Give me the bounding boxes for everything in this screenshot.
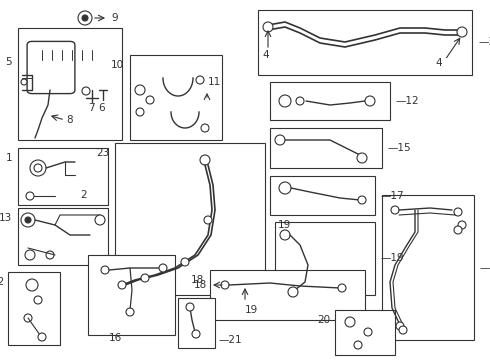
Bar [88, 255, 175, 335]
Ellipse shape [345, 317, 355, 327]
Ellipse shape [396, 322, 404, 330]
Text: 6: 6 [98, 103, 105, 113]
Ellipse shape [186, 303, 194, 311]
Ellipse shape [279, 95, 291, 107]
Ellipse shape [221, 281, 229, 289]
Ellipse shape [263, 22, 273, 32]
Ellipse shape [399, 326, 407, 334]
Ellipse shape [34, 296, 42, 304]
Ellipse shape [296, 97, 304, 105]
Ellipse shape [135, 85, 145, 95]
Bar [275, 222, 375, 295]
Ellipse shape [338, 284, 346, 292]
Bar [8, 272, 60, 345]
Text: 5: 5 [5, 57, 12, 67]
Ellipse shape [25, 217, 31, 223]
Bar [178, 298, 215, 348]
Ellipse shape [82, 15, 88, 21]
Ellipse shape [391, 206, 399, 214]
Text: 10: 10 [111, 60, 124, 70]
Ellipse shape [288, 287, 298, 297]
Bar [18, 28, 122, 140]
Text: 20: 20 [317, 315, 330, 325]
Ellipse shape [200, 155, 210, 165]
Ellipse shape [30, 160, 46, 176]
Ellipse shape [201, 124, 209, 132]
Text: —12: —12 [395, 96, 418, 106]
Ellipse shape [25, 250, 35, 260]
Ellipse shape [159, 264, 167, 272]
Ellipse shape [364, 328, 372, 336]
Ellipse shape [458, 221, 466, 229]
Text: 2: 2 [80, 190, 87, 200]
Bar [335, 310, 395, 355]
Text: —21: —21 [218, 335, 242, 345]
Ellipse shape [26, 279, 38, 291]
Ellipse shape [38, 333, 46, 341]
Ellipse shape [181, 258, 189, 266]
Ellipse shape [26, 192, 34, 200]
Ellipse shape [95, 215, 105, 225]
Bar [270, 176, 375, 215]
Ellipse shape [78, 11, 92, 25]
Bar [18, 148, 108, 205]
Text: 18: 18 [194, 280, 207, 290]
Text: —14: —14 [479, 263, 490, 273]
Bar [115, 143, 265, 295]
Ellipse shape [279, 182, 291, 194]
Ellipse shape [454, 226, 462, 234]
Ellipse shape [275, 135, 285, 145]
Ellipse shape [146, 96, 154, 104]
Ellipse shape [21, 213, 35, 227]
Ellipse shape [454, 208, 462, 216]
Ellipse shape [357, 153, 367, 163]
Bar [270, 128, 382, 168]
Text: 19: 19 [278, 220, 291, 230]
Text: 7: 7 [88, 103, 95, 113]
Text: 13: 13 [0, 213, 12, 223]
Bar [270, 82, 390, 120]
FancyBboxPatch shape [27, 41, 75, 94]
Text: 11: 11 [208, 77, 221, 87]
Text: —3: —3 [478, 37, 490, 47]
Text: —17: —17 [380, 191, 404, 201]
Ellipse shape [118, 281, 126, 289]
Text: 22: 22 [0, 277, 4, 287]
Ellipse shape [21, 79, 27, 85]
Text: 23: 23 [96, 148, 109, 158]
Ellipse shape [101, 266, 109, 274]
Ellipse shape [365, 96, 375, 106]
Ellipse shape [136, 108, 144, 116]
Text: 9: 9 [111, 13, 118, 23]
Text: 4: 4 [435, 58, 441, 68]
Ellipse shape [192, 330, 200, 338]
Bar [18, 208, 108, 265]
Ellipse shape [354, 341, 362, 349]
Text: —19: —19 [380, 253, 404, 263]
Text: 8: 8 [66, 115, 73, 125]
Bar [210, 270, 365, 320]
Text: 4: 4 [262, 50, 269, 60]
Text: —15: —15 [387, 143, 411, 153]
Bar [382, 195, 474, 340]
Bar [258, 10, 472, 75]
Text: 19: 19 [245, 305, 258, 315]
Text: 16: 16 [108, 333, 122, 343]
Ellipse shape [196, 76, 204, 84]
Ellipse shape [204, 216, 212, 224]
Ellipse shape [82, 87, 90, 95]
Ellipse shape [141, 274, 149, 282]
Ellipse shape [24, 314, 32, 322]
Ellipse shape [457, 27, 467, 37]
Ellipse shape [126, 308, 134, 316]
Text: 18: 18 [191, 275, 204, 285]
Ellipse shape [280, 230, 290, 240]
Bar [130, 55, 222, 140]
Ellipse shape [358, 196, 366, 204]
Ellipse shape [46, 251, 54, 259]
Ellipse shape [34, 164, 42, 172]
Text: 1: 1 [5, 153, 12, 163]
